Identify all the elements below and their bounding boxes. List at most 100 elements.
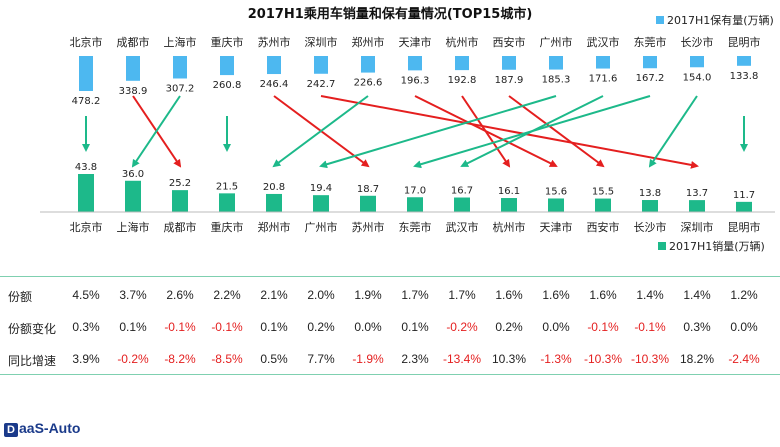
rank-change-arrow — [319, 95, 557, 169]
stock-bar — [690, 56, 704, 68]
bottom-category-label: 东莞市 — [399, 220, 432, 234]
top-category-label: 东莞市 — [634, 35, 667, 49]
legend-top-swatch — [656, 16, 664, 24]
table-cell: -8.5% — [211, 352, 243, 366]
table-cell: 0.1% — [119, 320, 147, 334]
table-cell: 1.6% — [542, 288, 570, 302]
stock-value-label: 133.8 — [730, 71, 759, 82]
rank-change-arrow — [648, 95, 698, 168]
table-cell: -2.4% — [728, 352, 760, 366]
bottom-category-label: 重庆市 — [211, 220, 244, 234]
stock-value-label: 167.2 — [636, 73, 665, 84]
chart-title: 2017H1乘用车销量和保有量情况(TOP15城市) — [248, 6, 533, 22]
stock-bar — [220, 56, 234, 76]
stock-value-label: 171.6 — [589, 74, 618, 85]
sales-bar — [407, 197, 423, 212]
stock-value-label: 246.4 — [260, 79, 289, 90]
table-cell: 1.6% — [589, 288, 617, 302]
bottom-category-label: 武汉市 — [446, 220, 479, 234]
logo-text: aaS-Auto — [19, 420, 81, 436]
table-top-rule — [0, 276, 780, 277]
table-cell: -8.2% — [164, 352, 196, 366]
table-cell: 0.2% — [307, 320, 335, 334]
table-cell: 1.7% — [401, 288, 429, 302]
table-cell: -0.1% — [164, 320, 196, 334]
table-cell: 0.1% — [401, 320, 429, 334]
table-cell: 3.9% — [72, 352, 100, 366]
top-category-label: 武汉市 — [587, 35, 620, 49]
top-category-label: 深圳市 — [305, 35, 338, 49]
table-cell: 2.2% — [213, 288, 241, 302]
sales-value-label: 21.5 — [216, 181, 238, 192]
stock-value-label: 192.8 — [448, 75, 477, 86]
table-cell: 0.5% — [260, 352, 288, 366]
top-category-label: 杭州市 — [446, 35, 479, 49]
bottom-category-label: 天津市 — [540, 220, 573, 234]
sales-bar — [78, 174, 94, 212]
legend-bottom-label: 2017H1销量(万辆) — [669, 239, 765, 253]
sales-value-label: 15.5 — [592, 187, 614, 198]
table-cell: 7.7% — [307, 352, 335, 366]
rank-change-arrow — [413, 95, 651, 169]
table-cell: 0.0% — [542, 320, 570, 334]
bottom-category-label: 北京市 — [70, 220, 103, 234]
stock-bar — [126, 56, 140, 81]
stock-bar — [408, 56, 422, 71]
logo-mark: D — [4, 423, 18, 437]
sales-value-label: 11.7 — [733, 190, 755, 201]
stock-value-label: 478.2 — [72, 96, 101, 107]
stock-value-label: 307.2 — [166, 83, 195, 94]
sales-bar — [595, 198, 611, 212]
bottom-category-label: 深圳市 — [681, 220, 714, 234]
table-row-label: 同比增速 — [8, 354, 57, 368]
table-cell: -0.1% — [211, 320, 243, 334]
sales-bar — [313, 195, 329, 212]
sales-value-label: 16.1 — [498, 186, 520, 197]
top-category-label: 天津市 — [399, 35, 432, 49]
sales-bar — [689, 200, 705, 212]
table-cell: 0.3% — [72, 320, 100, 334]
top-category-label: 广州市 — [540, 35, 573, 49]
stock-value-label: 338.9 — [119, 86, 148, 97]
sales-bar — [548, 198, 564, 212]
legend-bottom-swatch — [658, 242, 666, 250]
stock-value-label: 196.3 — [401, 75, 430, 86]
top-category-label: 西安市 — [493, 35, 526, 49]
table-cell: -0.1% — [634, 320, 666, 334]
stock-bar — [737, 56, 751, 66]
bottom-category-label: 成都市 — [164, 220, 197, 234]
stock-bar — [455, 56, 469, 71]
sales-bar — [642, 200, 658, 212]
sales-value-label: 19.4 — [310, 183, 332, 194]
table-cell: -1.3% — [540, 352, 572, 366]
table-cell: 0.2% — [495, 320, 523, 334]
table-cell: 2.0% — [307, 288, 335, 302]
sales-value-label: 43.8 — [75, 162, 97, 173]
sales-bar — [360, 195, 376, 212]
stock-bar — [361, 56, 375, 73]
bottom-category-label: 广州市 — [305, 220, 338, 234]
bottom-category-label: 西安市 — [587, 220, 620, 234]
top-category-label: 北京市 — [70, 35, 103, 49]
legend-top-label: 2017H1保有量(万辆) — [667, 13, 774, 27]
sales-value-label: 17.0 — [404, 185, 426, 196]
rank-change-arrow — [320, 95, 699, 169]
table-cell: 18.2% — [679, 352, 715, 366]
bottom-category-label: 杭州市 — [493, 220, 526, 234]
rank-change-arrow — [508, 95, 605, 168]
sales-bar — [736, 201, 752, 212]
table-bottom-rule — [0, 374, 780, 375]
stock-bar — [314, 56, 328, 74]
top-category-label: 重庆市 — [211, 35, 244, 49]
stock-bar — [643, 56, 657, 69]
legend-top: 2017H1保有量(万辆) — [656, 13, 774, 27]
table-row-label: 份额变化 — [8, 322, 57, 336]
table-cell: 1.7% — [448, 288, 476, 302]
bottom-category-label: 长沙市 — [634, 220, 667, 234]
sales-bar — [172, 190, 188, 212]
table-cell: 3.7% — [119, 288, 147, 302]
top-category-label: 昆明市 — [728, 35, 761, 49]
sales-bar — [219, 193, 235, 212]
bottom-category-label: 昆明市 — [728, 220, 761, 234]
